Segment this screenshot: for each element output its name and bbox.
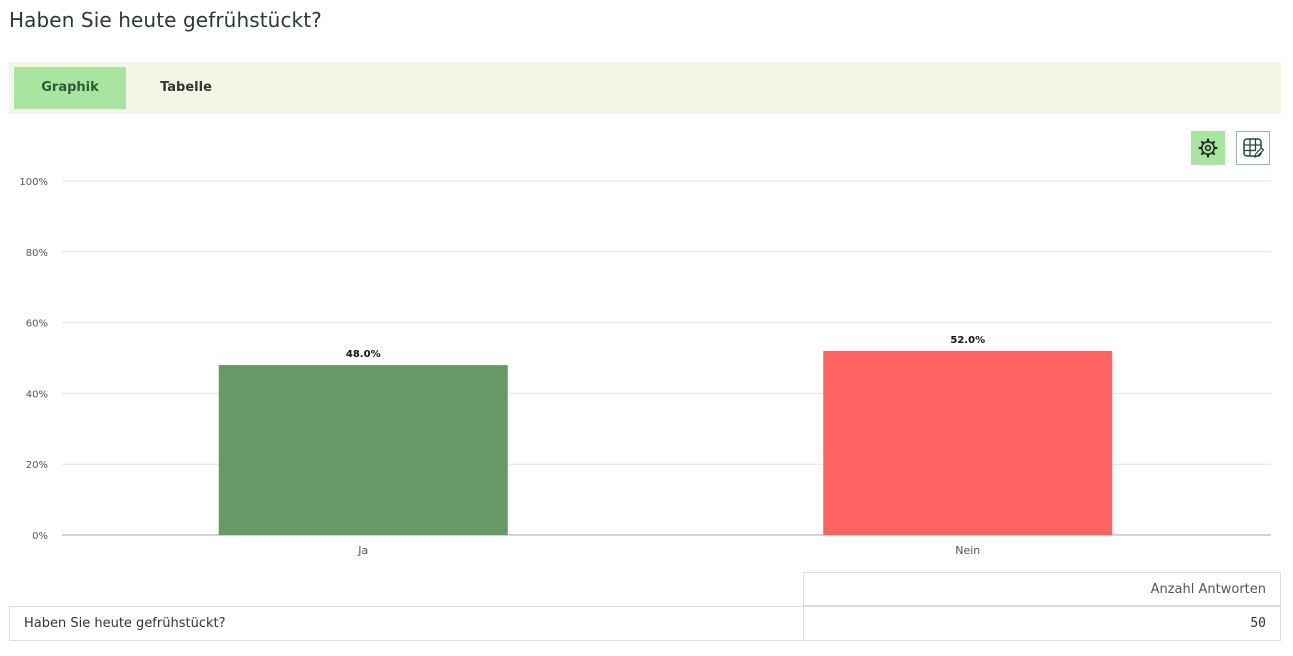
table-edit-icon [1243,138,1264,159]
x-tick-label: Ja [357,544,368,557]
table-edit-button[interactable] [1236,131,1270,165]
column-divider [803,607,804,640]
bar [823,350,1113,535]
page-title: Haben Sie heute gefrühstückt? [9,8,322,32]
y-tick-label: 40% [26,389,48,400]
y-tick-label: 60% [26,319,48,330]
gear-icon [1198,138,1218,158]
tab-tabelle[interactable]: Tabelle [160,80,212,95]
view-tabs: Graphik Tabelle [9,62,1281,114]
y-tick-label: 20% [26,460,48,471]
bar [218,365,508,535]
y-tick-label: 80% [26,248,48,259]
y-tick-label: 0% [32,531,48,542]
summary-count: 50 [1250,616,1266,631]
table-row: Haben Sie heute gefrühstückt? 50 [9,606,1281,641]
tab-graphik[interactable]: Graphik [14,67,126,109]
bar-chart: 0% 20% 40% 60% 80% 100% 48.0% Ja 52.0% Nein [19,177,1271,557]
summary-column-header: Anzahl Antworten [803,572,1281,606]
y-tick-label: 100% [19,177,48,188]
summary-question: Haben Sie heute gefrühstückt? [24,616,226,631]
x-tick-label: Nein [955,544,980,557]
data-label: 48.0% [346,349,381,360]
chart-settings-button[interactable] [1191,131,1225,165]
data-label: 52.0% [950,335,985,346]
